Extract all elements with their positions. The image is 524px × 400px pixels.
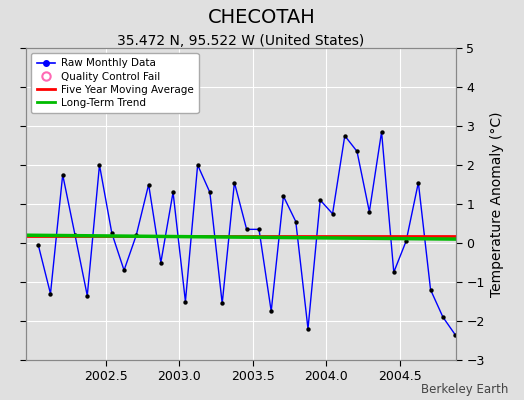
Text: Berkeley Earth: Berkeley Earth [421,383,508,396]
Point [205,189,214,196]
Point [389,269,398,276]
Point [230,179,238,186]
Y-axis label: Temperature Anomaly (°C): Temperature Anomaly (°C) [490,111,504,297]
Point [181,298,190,305]
Point [59,172,67,178]
Point [169,189,177,196]
Point [329,210,337,217]
Point [279,193,288,199]
Point [451,332,460,338]
Point [120,267,128,274]
Point [439,314,447,320]
Text: CHECOTAH: CHECOTAH [208,8,316,27]
Point [402,238,410,244]
Point [83,292,92,299]
Point [243,226,251,232]
Point [71,232,79,238]
Point [218,300,226,307]
Point [291,218,300,225]
Point [107,230,116,236]
Point [157,259,165,266]
Point [341,132,349,139]
Point [267,308,276,314]
Point [353,148,361,154]
Point [46,290,54,297]
Point [365,209,374,215]
Point [193,162,202,168]
Point [145,181,153,188]
Point [34,242,42,248]
Point [377,129,386,135]
Point [414,179,422,186]
Point [304,326,312,332]
Point [95,162,104,168]
Point [255,226,263,232]
Point [316,197,324,203]
Point [132,232,140,238]
Legend: Raw Monthly Data, Quality Control Fail, Five Year Moving Average, Long-Term Tren: Raw Monthly Data, Quality Control Fail, … [31,53,199,113]
Point [427,286,435,293]
Title: 35.472 N, 95.522 W (United States): 35.472 N, 95.522 W (United States) [117,34,365,48]
